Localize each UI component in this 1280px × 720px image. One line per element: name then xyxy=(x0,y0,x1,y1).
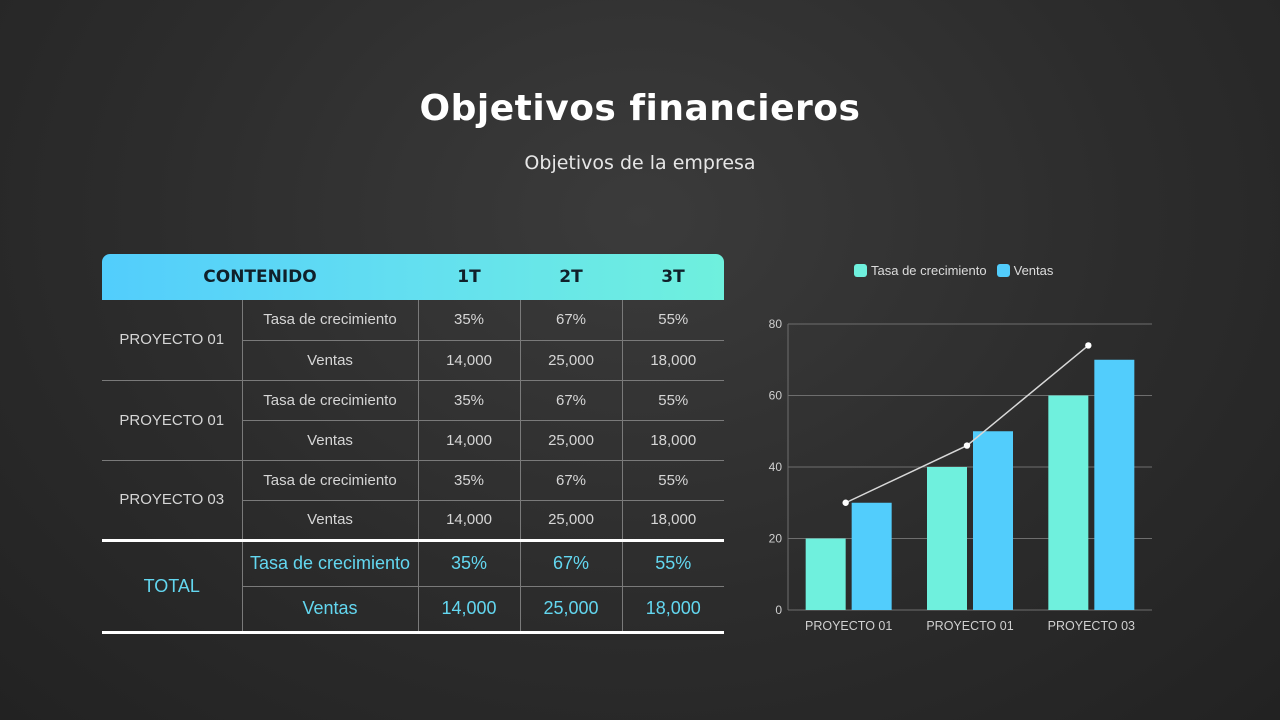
table-cell: 18,000 xyxy=(621,339,725,381)
x-tick-label: PROYECTO 01 xyxy=(926,619,1013,633)
metric-label: Ventas xyxy=(241,499,419,541)
metric-label: Tasa de crecimiento xyxy=(241,300,419,341)
table-cell: 35% xyxy=(417,459,521,501)
bar-rate xyxy=(805,538,846,610)
slide-title: Objetivos financieros xyxy=(419,88,861,129)
total-label: TOTAL xyxy=(102,538,243,634)
legend-item: Tasa de crecimiento xyxy=(854,263,987,278)
project-name: PROYECTO 01 xyxy=(102,300,243,381)
table-cell: 35% xyxy=(417,538,521,587)
line-point xyxy=(842,499,849,506)
x-tick-label: PROYECTO 03 xyxy=(1048,619,1135,633)
bar-sales xyxy=(851,502,892,610)
x-tick-label: PROYECTO 01 xyxy=(805,619,892,633)
table-cell: 55% xyxy=(621,379,725,421)
metric-label: Ventas xyxy=(241,585,419,634)
bar-rate xyxy=(927,467,967,610)
table-cell: 14,000 xyxy=(417,419,521,461)
table-cell: 18,000 xyxy=(621,585,725,634)
legend-label: Ventas xyxy=(1013,263,1054,278)
header-contenido: CONTENIDO xyxy=(203,267,317,287)
table-cell: 25,000 xyxy=(519,339,623,381)
table-cell: 35% xyxy=(417,379,521,421)
table-cell: 18,000 xyxy=(621,499,725,541)
table-row: PROYECTO 01 Tasa de crecimiento 35% 67% … xyxy=(102,379,725,461)
total-row: Ventas 14,000 25,000 18,000 xyxy=(102,585,725,634)
table-cell: 55% xyxy=(621,459,725,501)
table-cell: 35% xyxy=(417,300,521,341)
header-3t: 3T xyxy=(661,267,685,287)
table-cell: 18,000 xyxy=(621,419,725,461)
header-2t: 2T xyxy=(559,267,583,287)
legend-swatch-sales xyxy=(996,264,1010,277)
table-cell: 55% xyxy=(621,300,725,341)
table-cell: 67% xyxy=(519,538,623,587)
table-cell: 25,000 xyxy=(519,499,623,541)
y-tick-label: 40 xyxy=(769,460,783,474)
metric-label: Tasa de crecimiento xyxy=(241,538,419,587)
y-tick-label: 20 xyxy=(769,532,783,546)
table-row: PROYECTO 03 Tasa de crecimiento 35% 67% … xyxy=(102,459,725,541)
metric-label: Tasa de crecimiento xyxy=(241,459,419,501)
table-header-row: CONTENIDO 1T 2T 3T xyxy=(102,254,725,300)
y-tick-label: 80 xyxy=(769,317,783,331)
bar-chart: Tasa de crecimiento Ventas 0 20 40 60 80 PROY… xyxy=(752,255,1172,645)
chart-legend: Tasa de crecimiento Ventas xyxy=(854,263,1053,278)
bar-sales xyxy=(973,431,1013,610)
financial-table: CONTENIDO 1T 2T 3T PROYECTO 01 Tasa de c… xyxy=(102,254,725,634)
y-tick-label: 0 xyxy=(775,603,782,617)
y-tick-label: 60 xyxy=(769,389,783,403)
table-cell: 67% xyxy=(519,300,623,341)
table-cell: 25,000 xyxy=(519,419,623,461)
project-name: PROYECTO 03 xyxy=(102,459,243,541)
table-cell: 55% xyxy=(621,538,725,587)
table-cell: 25,000 xyxy=(519,585,623,634)
chart-canvas: 0 20 40 60 80 PROYECTO 01 PROYECTO 01 PROYECTO … xyxy=(769,317,1152,633)
metric-label: Ventas xyxy=(241,419,419,461)
table-cell: 14,000 xyxy=(417,339,521,381)
table-row: Ventas 14,000 25,000 18,000 xyxy=(102,339,725,381)
total-row: TOTAL Tasa de crecimiento 35% 67% 55% xyxy=(102,538,725,634)
metric-label: Tasa de crecimiento xyxy=(241,379,419,421)
slide-subtitle: Objetivos de la empresa xyxy=(524,152,756,174)
line-point xyxy=(963,442,971,449)
table-cell: 67% xyxy=(519,459,623,501)
legend-label: Tasa de crecimiento xyxy=(871,263,987,278)
table-cell: 14,000 xyxy=(417,499,521,541)
table-cell: 67% xyxy=(519,379,623,421)
legend-item: Ventas xyxy=(996,263,1054,278)
bar-rate xyxy=(1048,395,1089,610)
project-name: PROYECTO 01 xyxy=(102,379,243,461)
legend-swatch-rate xyxy=(854,264,867,277)
table-row: PROYECTO 01 Tasa de crecimiento 35% 67% … xyxy=(102,300,725,381)
metric-label: Ventas xyxy=(241,339,419,381)
bar-sales xyxy=(1094,359,1135,610)
line-point xyxy=(1085,342,1092,349)
header-1t: 1T xyxy=(457,267,481,287)
table-cell: 14,000 xyxy=(417,585,521,634)
